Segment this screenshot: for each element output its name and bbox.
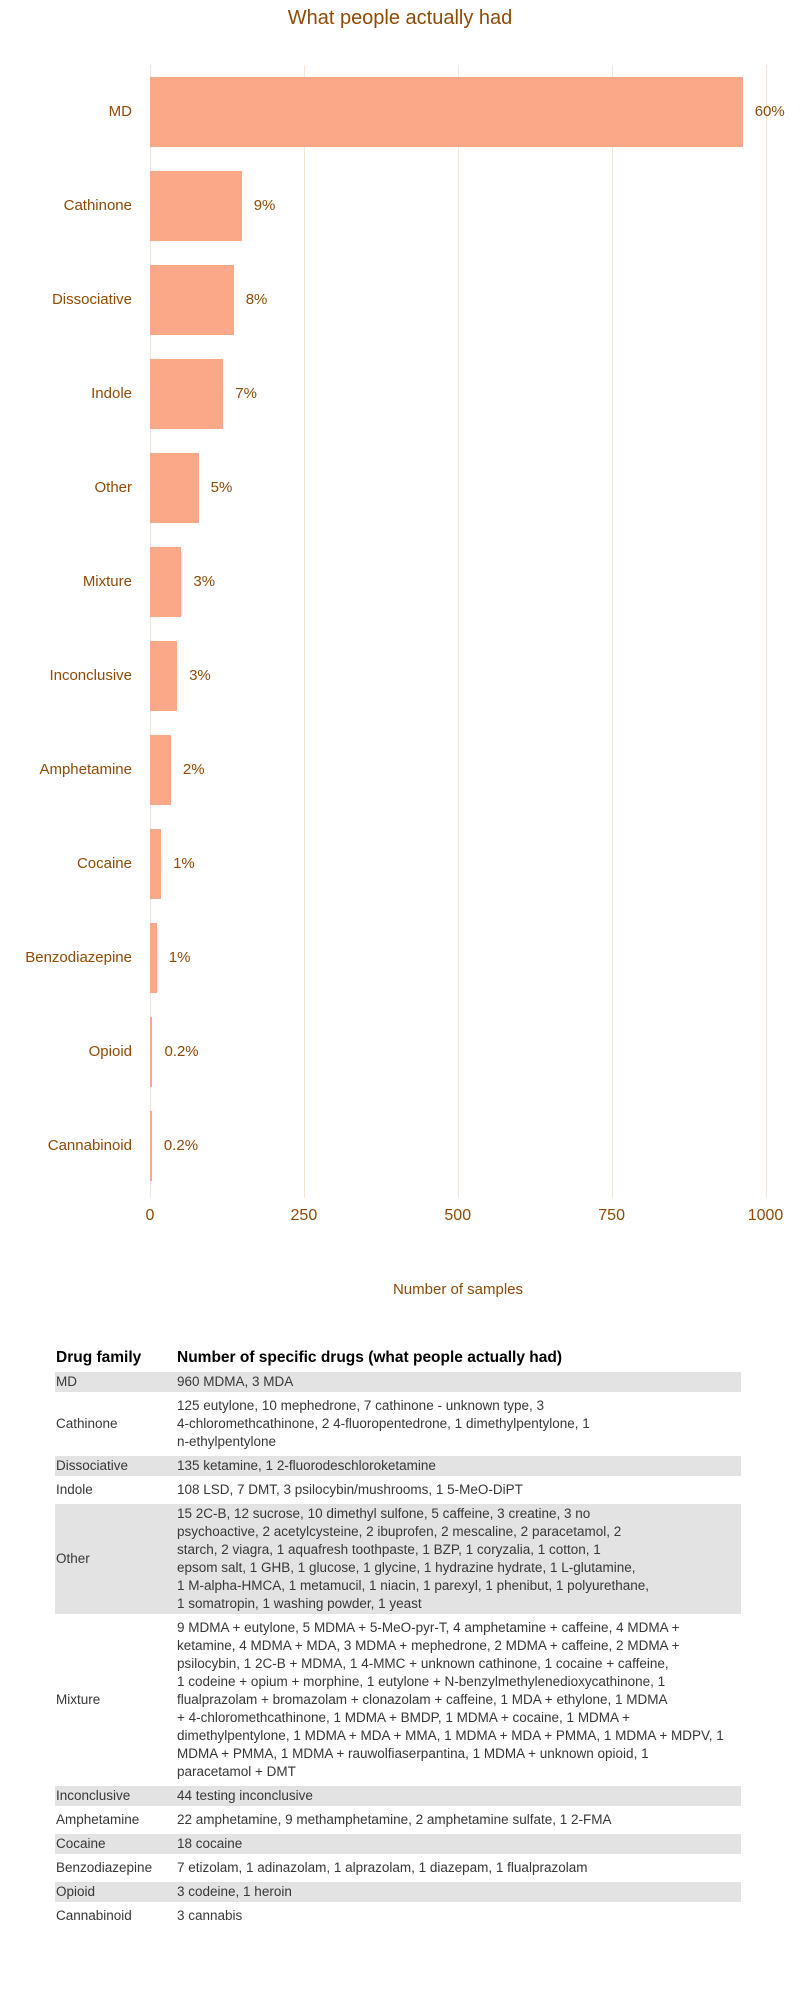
drugs-cell: 15 2C-B, 12 sucrose, 10 dimethyl sulfone… <box>176 1504 741 1614</box>
table-header-family: Drug family <box>56 1349 142 1366</box>
value-label: 8% <box>245 291 268 308</box>
family-cell: Inconclusive <box>55 1786 176 1806</box>
drugs-cell: 3 codeine, 1 heroin <box>176 1882 741 1902</box>
gridline <box>303 65 305 1198</box>
drugs-cell: 135 ketamine, 1 2-fluorodeschloroketamin… <box>176 1456 741 1476</box>
bar-chart: What people actually had MD 60% Cathinone 9… <box>25 7 785 1298</box>
value-label: 60% <box>754 103 785 120</box>
table-row: Mixture 9 MDMA + eutylone, 5 MDMA + 5-MeO… <box>55 1618 741 1782</box>
x-axis-title: Number of samples <box>392 1281 524 1298</box>
drugs-cell: 9 MDMA + eutylone, 5 MDMA + 5-MeO-pyr-T,… <box>177 1620 724 1779</box>
category-label: Cathinone <box>63 197 132 214</box>
drugs-cell: 960 MDMA, 3 MDA <box>176 1372 741 1392</box>
bar <box>150 547 182 617</box>
table-row: Cathinone 125 eutylone, 10 mephedrone, 7 … <box>55 1396 741 1452</box>
value-label: 1% <box>168 949 191 966</box>
table-row: Other 15 2C-B, 12 sucrose, 10 dimethyl su… <box>55 1504 741 1614</box>
category-label: Opioid <box>88 1043 132 1060</box>
value-label: 3% <box>193 573 216 590</box>
value-label: 1% <box>173 855 195 872</box>
bar <box>150 359 224 429</box>
family-cell: Other <box>55 1504 176 1614</box>
drugs-cell: 22 amphetamine, 9 methamphetamine, 2 amp… <box>177 1812 612 1827</box>
bar <box>150 735 171 805</box>
gridline <box>150 65 151 1198</box>
table-row: Indole 108 LSD, 7 DMT, 3 psilocybin/mushr… <box>55 1480 741 1500</box>
family-cell: Cocaine <box>55 1834 176 1854</box>
value-label: 2% <box>182 761 205 778</box>
bar <box>150 265 234 335</box>
chart-title: What people actually had <box>287 7 513 29</box>
drugs-cell: 44 testing inconclusive <box>176 1786 741 1806</box>
x-tick-label: 250 <box>290 1207 318 1224</box>
category-label: Inconclusive <box>49 667 132 684</box>
x-tick-label: 750 <box>598 1207 625 1224</box>
drug-table: Drug family Number of specific drugs (wh… <box>55 1345 741 1930</box>
bar <box>150 77 743 147</box>
drugs-cell: 18 cocaine <box>176 1834 741 1854</box>
gridline <box>611 65 613 1198</box>
drugs-cell: 108 LSD, 7 DMT, 3 psilocybin/mushrooms, … <box>177 1482 523 1497</box>
category-label: Amphetamine <box>39 761 132 778</box>
value-label: 0.2% <box>164 1043 199 1060</box>
bar <box>150 171 242 241</box>
table-row: Dissociative 135 ketamine, 1 2-fluorodesc… <box>55 1456 741 1476</box>
category-label: Indole <box>91 385 132 402</box>
family-cell: Benzodiazepine <box>56 1860 153 1875</box>
category-label: Cocaine <box>76 855 132 872</box>
family-cell: Cannabinoid <box>56 1908 132 1923</box>
table-row: Benzodiazepine 7 etizolam, 1 adinazolam, … <box>55 1858 741 1878</box>
family-cell: Indole <box>56 1482 93 1497</box>
bar <box>150 1017 153 1087</box>
family-cell: Cathinone <box>56 1416 118 1431</box>
x-tick-label: 1000 <box>747 1207 784 1224</box>
table-row: Cannabinoid 3 cannabis <box>55 1906 741 1926</box>
value-label: 5% <box>210 479 233 496</box>
drugs-cell: 7 etizolam, 1 adinazolam, 1 alprazolam, … <box>177 1860 588 1875</box>
value-label: 9% <box>253 197 276 214</box>
drugs-cell: 3 cannabis <box>177 1908 243 1923</box>
value-label: 3% <box>189 667 211 684</box>
drugs-cell: 125 eutylone, 10 mephedrone, 7 cathinone… <box>177 1398 590 1449</box>
gridline <box>457 65 459 1198</box>
table-row: Amphetamine 22 amphetamine, 9 methampheta… <box>55 1810 741 1830</box>
category-label: Mixture <box>82 573 132 590</box>
x-tick-label: 500 <box>444 1207 472 1224</box>
bar <box>150 453 199 523</box>
value-label: 0.2% <box>163 1137 199 1154</box>
plot-area <box>150 65 767 1198</box>
family-cell: Amphetamine <box>56 1812 140 1827</box>
bar <box>150 1111 152 1181</box>
value-label: 7% <box>235 385 257 402</box>
table-row: Cocaine 18 cocaine <box>55 1834 741 1854</box>
family-cell: Mixture <box>56 1692 101 1707</box>
family-cell: Dissociative <box>55 1456 176 1476</box>
category-label: Dissociative <box>51 291 132 308</box>
category-label: Other <box>94 479 132 496</box>
family-cell: Opioid <box>55 1882 176 1902</box>
table-row: Inconclusive 44 testing inconclusive <box>55 1786 741 1806</box>
category-label: MD <box>108 103 132 120</box>
bar <box>150 641 178 711</box>
bar <box>150 923 157 993</box>
table-row: Opioid 3 codeine, 1 heroin <box>55 1882 741 1902</box>
gridline <box>765 65 767 1198</box>
table-row: MD 960 MDMA, 3 MDA <box>55 1372 741 1392</box>
family-cell: MD <box>55 1372 176 1392</box>
x-tick-label: 0 <box>145 1207 155 1224</box>
bar <box>150 829 162 899</box>
category-label: Cannabinoid <box>47 1137 132 1154</box>
category-label: Benzodiazepine <box>25 949 132 966</box>
table-header-row: Drug family Number of specific drugs (wh… <box>55 1349 741 1368</box>
table-header-drugs: Number of specific drugs (what people ac… <box>177 1349 562 1366</box>
